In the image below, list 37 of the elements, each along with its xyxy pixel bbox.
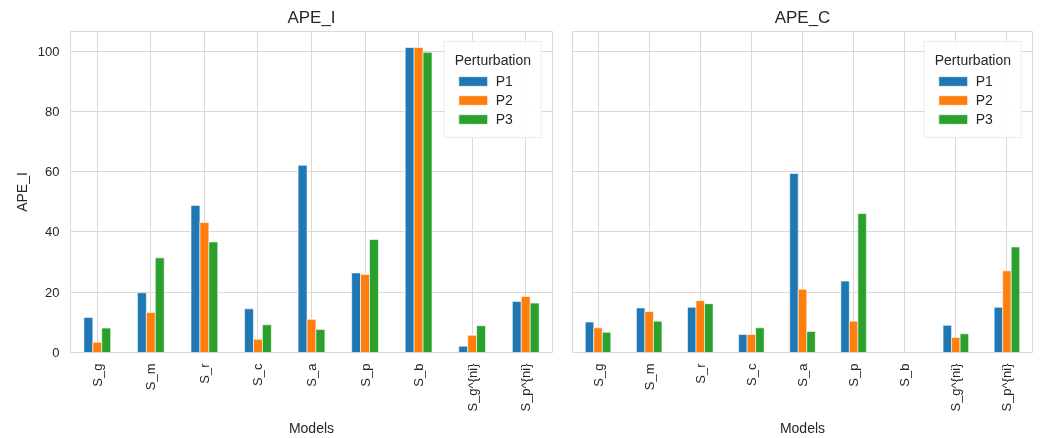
- x-tick-label: S_m: [641, 363, 657, 391]
- legend-label: P2: [975, 92, 994, 108]
- x-tick-label: S_a: [795, 362, 810, 387]
- x-axis-title: Models: [779, 419, 826, 436]
- x-tick-label: S_g: [590, 363, 606, 387]
- x-axis-title: Models: [288, 419, 335, 436]
- y-tick-label: 100: [37, 43, 60, 59]
- legend-label: P3: [975, 111, 994, 127]
- y-tick-label: 40: [45, 224, 60, 240]
- x-tick-label: S_a: [304, 362, 319, 387]
- y-tick-label: 20: [45, 284, 60, 300]
- x-tick-label: S_r: [692, 362, 708, 384]
- x-tick-label: S_g^{ni}: [948, 362, 964, 412]
- x-tick-label: S_b: [897, 363, 913, 387]
- legend-label: P2: [495, 92, 514, 108]
- x-tick-label: S_g^{ni}: [464, 362, 480, 412]
- x-tick-label: S_p: [357, 363, 373, 387]
- y-tick-label: 60: [45, 164, 60, 180]
- y-tick-label: 80: [45, 103, 60, 119]
- chart-title: APE_C: [774, 7, 831, 27]
- x-tick-label: S_c: [743, 363, 759, 386]
- x-tick-label: S_g: [89, 363, 105, 387]
- y-tick-label: 0: [52, 345, 60, 360]
- x-tick-label: S_p: [846, 363, 862, 387]
- x-tick-label: S_p^{ni}: [999, 362, 1015, 412]
- x-tick-label: S_p^{ni}: [518, 362, 534, 412]
- legend-title: Perturbation: [454, 52, 531, 68]
- x-tick-label: S_b: [411, 363, 427, 387]
- x-tick-label: S_m: [143, 363, 159, 391]
- legend-label: P3: [495, 111, 514, 127]
- y-axis-title: APE_I: [13, 172, 30, 212]
- chart-title: APE_I: [287, 7, 336, 27]
- legend-label: P1: [495, 73, 514, 89]
- legend-label: P1: [975, 73, 994, 89]
- legend-title: Perturbation: [934, 52, 1011, 68]
- x-tick-label: S_c: [250, 363, 266, 386]
- x-tick-label: S_r: [196, 362, 212, 384]
